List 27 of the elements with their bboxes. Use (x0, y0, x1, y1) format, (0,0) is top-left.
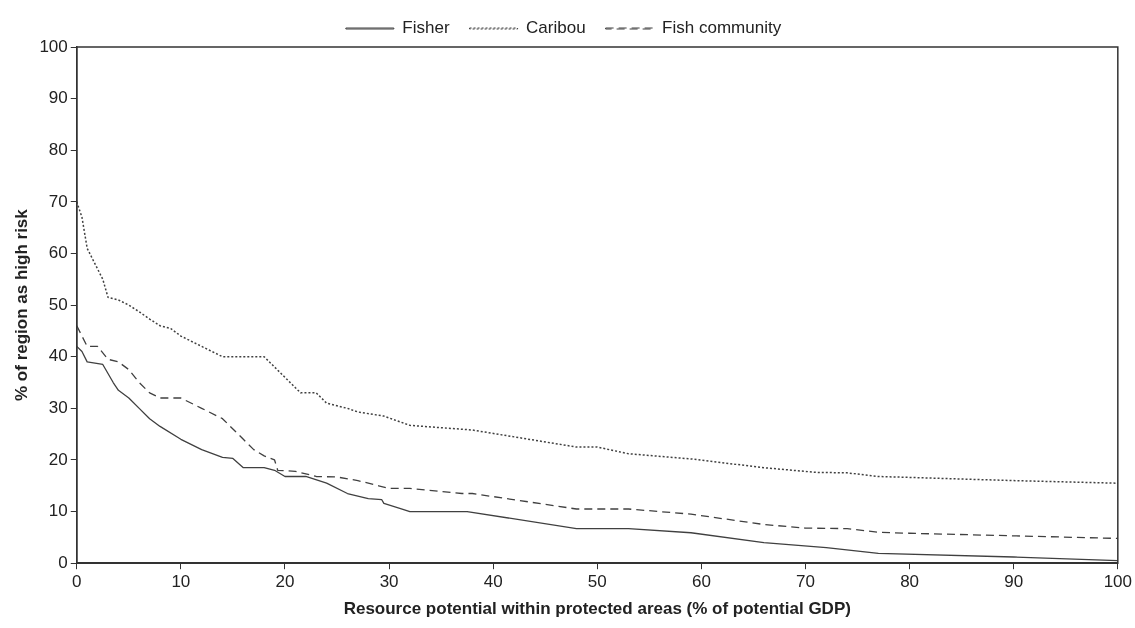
y-tick-label: 60 (48, 243, 68, 263)
x-tick-label: 30 (379, 572, 399, 592)
y-tick-label: 40 (48, 346, 68, 366)
y-tick-label: 50 (48, 294, 68, 314)
legend-label: Fisher (402, 18, 450, 38)
y-tick-label: 100 (39, 36, 68, 56)
x-tick-label: 60 (691, 572, 711, 592)
x-tick-label: 90 (1004, 572, 1024, 592)
y-tick-label: 20 (48, 449, 68, 469)
x-axis-title: Resource potential within protected areas (% of potential GDP) (343, 599, 851, 619)
x-tick-label: 0 (72, 572, 82, 592)
y-tick-label: 0 (58, 552, 68, 572)
x-tick-label: 40 (483, 572, 503, 592)
y-tick-label: 80 (48, 139, 68, 159)
y-axis-title: % of region as high risk (11, 208, 31, 401)
x-tick-label: 100 (1103, 572, 1133, 592)
y-tick-label: 90 (48, 88, 68, 108)
x-tick-label: 80 (900, 572, 920, 592)
legend-label: Caribou (526, 18, 586, 38)
x-tick-label: 70 (796, 572, 815, 592)
legend-label: Fish community (662, 18, 782, 38)
x-tick-label: 10 (171, 572, 191, 592)
x-tick-label: 20 (275, 572, 295, 592)
y-tick-label: 70 (48, 191, 68, 211)
y-tick-label: 30 (48, 398, 68, 418)
y-tick-label: 10 (48, 501, 68, 521)
x-tick-label: 50 (587, 572, 607, 592)
